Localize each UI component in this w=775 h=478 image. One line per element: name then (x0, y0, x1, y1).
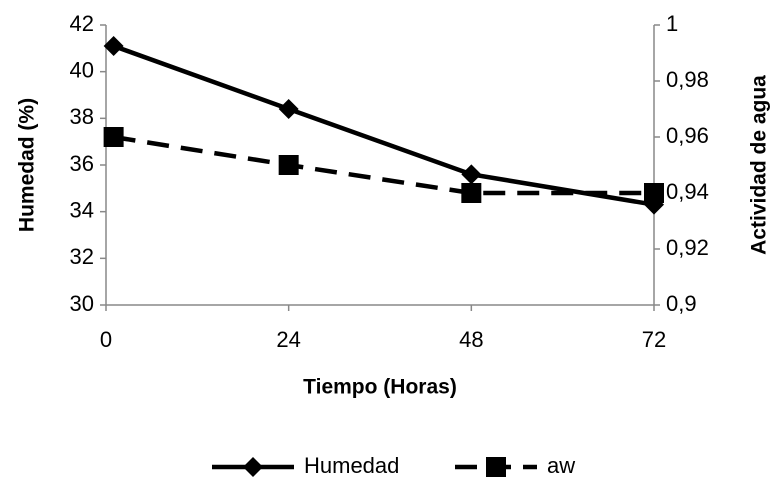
marker (103, 36, 124, 56)
y-tick-label: 40 (70, 57, 94, 82)
marker (243, 457, 263, 477)
x-tick-label: 0 (100, 327, 112, 352)
marker (103, 127, 124, 147)
marker (278, 155, 299, 175)
x-tick-label: 72 (642, 327, 666, 352)
y-tick-label: 30 (70, 291, 94, 316)
marker (461, 164, 482, 185)
y-tick-label: 34 (70, 197, 94, 222)
y2-tick-label: 0,94 (666, 179, 709, 204)
y2-tick-label: 0,92 (666, 235, 709, 260)
x-tick-label: 24 (276, 327, 300, 352)
y-axis-label: Humedad (%) (16, 98, 39, 232)
y2-axis-label: Actividad de agua (748, 75, 771, 255)
y2-tick-label: 0,96 (666, 123, 709, 148)
legend-label: aw (547, 453, 575, 478)
x-axis-label: Tiempo (Horas) (303, 376, 457, 399)
y-tick-label: 36 (70, 151, 94, 176)
marker (486, 457, 506, 477)
x-tick-label: 48 (459, 327, 483, 352)
marker (461, 183, 482, 203)
y-tick-label: 32 (70, 244, 94, 269)
marker (278, 99, 299, 119)
y2-tick-label: 1 (666, 11, 678, 36)
y-tick-label: 38 (70, 104, 94, 129)
legend-label: Humedad (304, 453, 399, 478)
y-tick-label: 42 (70, 11, 94, 36)
series-line (113, 134, 654, 196)
marker (644, 183, 664, 203)
series-line (112, 43, 655, 207)
y2-tick-label: 0,9 (666, 291, 697, 316)
y2-tick-label: 0,98 (666, 67, 709, 92)
